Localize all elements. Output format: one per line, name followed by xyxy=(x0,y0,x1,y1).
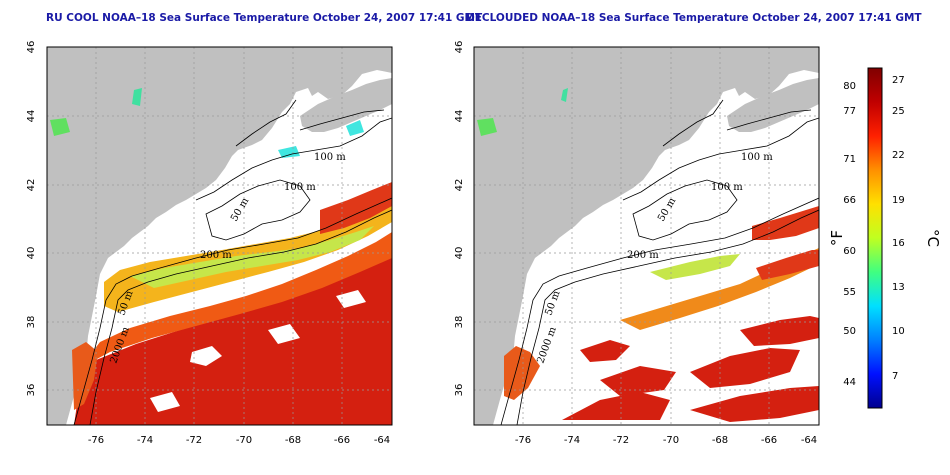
right-sst-green-patch xyxy=(477,118,497,136)
fahrenheit-tick: 66 xyxy=(843,195,856,206)
left-panel-title: RU COOL NOAA–18 Sea Surface Temperature … xyxy=(46,12,483,24)
right-land-mainland xyxy=(474,47,819,425)
left-sst-gulf-stream-warm xyxy=(320,182,392,234)
left-map-panel: 100 m 100 m 50 m 200 m 50 m 2000 m -76 -… xyxy=(26,41,393,446)
left-y-tick: 38 xyxy=(26,316,37,329)
right-x-tick: -70 xyxy=(663,435,679,446)
right-grid xyxy=(474,47,819,425)
left-sst-coastal-warm xyxy=(72,342,98,410)
left-contour-label-2: 100 m xyxy=(284,182,316,193)
left-x-tick: -76 xyxy=(88,435,104,446)
right-y-axis: 36 38 40 42 44 46 xyxy=(454,41,465,397)
left-x-tick: -70 xyxy=(236,435,252,446)
left-y-tick: 36 xyxy=(26,384,37,397)
fahrenheit-tick: 71 xyxy=(843,154,856,165)
left-sst-cyan-patch-1 xyxy=(346,120,364,136)
left-cloud-gap-1 xyxy=(190,346,222,366)
celsius-tick: 27 xyxy=(892,75,905,86)
celsius-tick: 7 xyxy=(892,371,898,382)
right-x-tick: -68 xyxy=(712,435,728,446)
left-cloud-gap-3 xyxy=(336,290,366,308)
left-bathymetry-contours xyxy=(73,99,392,425)
left-x-tick: -64 xyxy=(374,435,390,446)
left-land-novascotia xyxy=(300,78,392,132)
right-sst-patch-5 xyxy=(740,316,819,346)
fahrenheit-tick: 44 xyxy=(843,377,856,388)
right-y-tick: 42 xyxy=(454,179,465,192)
left-y-tick: 42 xyxy=(26,179,37,192)
right-sst-green-patch-2 xyxy=(561,88,568,102)
left-x-tick: -66 xyxy=(334,435,350,446)
right-x-tick: -66 xyxy=(761,435,777,446)
celsius-tick: 19 xyxy=(892,195,905,206)
colorbar: 80 77 71 66 60 55 50 44 27 25 22 19 16 1… xyxy=(828,67,942,409)
right-map-panel: 100 m 100 m 50 m 200 m 50 m 2000 m -76 -… xyxy=(454,41,820,446)
left-sst-south-deep xyxy=(74,254,392,425)
celsius-tick: 16 xyxy=(892,238,905,249)
left-land-mainland xyxy=(47,47,392,425)
left-grid xyxy=(47,47,392,425)
right-sst-patch-2 xyxy=(600,366,676,396)
right-y-tick: 36 xyxy=(454,384,465,397)
left-sst-band-orange xyxy=(80,232,392,368)
right-contour-label-4: 200 m xyxy=(627,250,659,261)
left-sst-green-patch-1 xyxy=(50,118,70,136)
right-sst-patch-6 xyxy=(580,340,630,362)
right-y-tick: 40 xyxy=(454,247,465,260)
right-sst-yellow-green xyxy=(650,254,740,280)
right-x-tick: -64 xyxy=(801,435,817,446)
fahrenheit-tick: 55 xyxy=(843,287,856,298)
fahrenheit-tick: 80 xyxy=(843,81,856,92)
left-sst-green-patch-2 xyxy=(132,88,142,106)
celsius-tick: 10 xyxy=(892,326,905,337)
left-contour-label-1: 100 m xyxy=(314,152,346,163)
celsius-tick: 22 xyxy=(892,150,905,161)
celsius-unit-label: °C xyxy=(924,229,942,247)
left-y-tick: 46 xyxy=(26,41,37,54)
left-y-tick: 44 xyxy=(26,110,37,123)
left-contour-label-4: 200 m xyxy=(200,250,232,261)
right-sst-patch-1 xyxy=(562,392,670,420)
right-sst-red-gulf-2 xyxy=(756,250,819,280)
right-y-tick: 44 xyxy=(454,110,465,123)
left-x-axis: -76 -74 -72 -70 -68 -66 -64 xyxy=(88,435,390,446)
left-cloud-gap-4 xyxy=(150,392,180,412)
right-y-tick: 38 xyxy=(454,316,465,329)
left-y-axis: 36 38 40 42 44 46 xyxy=(26,41,37,397)
right-panel-title: DECLOUDED NOAA–18 Sea Surface Temperatur… xyxy=(466,12,922,24)
right-map-frame xyxy=(473,46,820,426)
right-land-novascotia xyxy=(727,78,819,132)
left-map-frame xyxy=(46,46,393,426)
celsius-tick: 13 xyxy=(892,282,905,293)
left-sst-cyan-patch-2 xyxy=(278,146,300,158)
fahrenheit-tick: 77 xyxy=(843,106,856,117)
right-bathymetry-contours xyxy=(500,99,819,425)
right-x-axis: -76 -74 -72 -70 -68 -66 -64 xyxy=(515,435,817,446)
right-sst-patch-4 xyxy=(690,386,819,422)
right-sst-patch-3 xyxy=(690,348,800,388)
right-x-tick: -74 xyxy=(564,435,580,446)
right-x-tick: -76 xyxy=(515,435,531,446)
left-cloud-gap-2 xyxy=(268,324,300,344)
fahrenheit-tick: 60 xyxy=(843,246,856,257)
left-x-tick: -68 xyxy=(285,435,301,446)
celsius-tick: 25 xyxy=(892,106,905,117)
fahrenheit-tick: 50 xyxy=(843,326,856,337)
right-sst-orange-band xyxy=(620,248,819,330)
left-x-tick: -72 xyxy=(186,435,202,446)
right-y-tick: 46 xyxy=(454,41,465,54)
right-x-tick: -72 xyxy=(613,435,629,446)
right-contour-label-2: 100 m xyxy=(711,182,743,193)
colorbar-bar xyxy=(867,67,883,409)
left-x-tick: -74 xyxy=(137,435,153,446)
fahrenheit-unit-label: °F xyxy=(828,230,846,246)
left-y-tick: 40 xyxy=(26,247,37,260)
right-sst-red-gulf xyxy=(752,206,819,240)
right-contour-label-1: 100 m xyxy=(741,152,773,163)
